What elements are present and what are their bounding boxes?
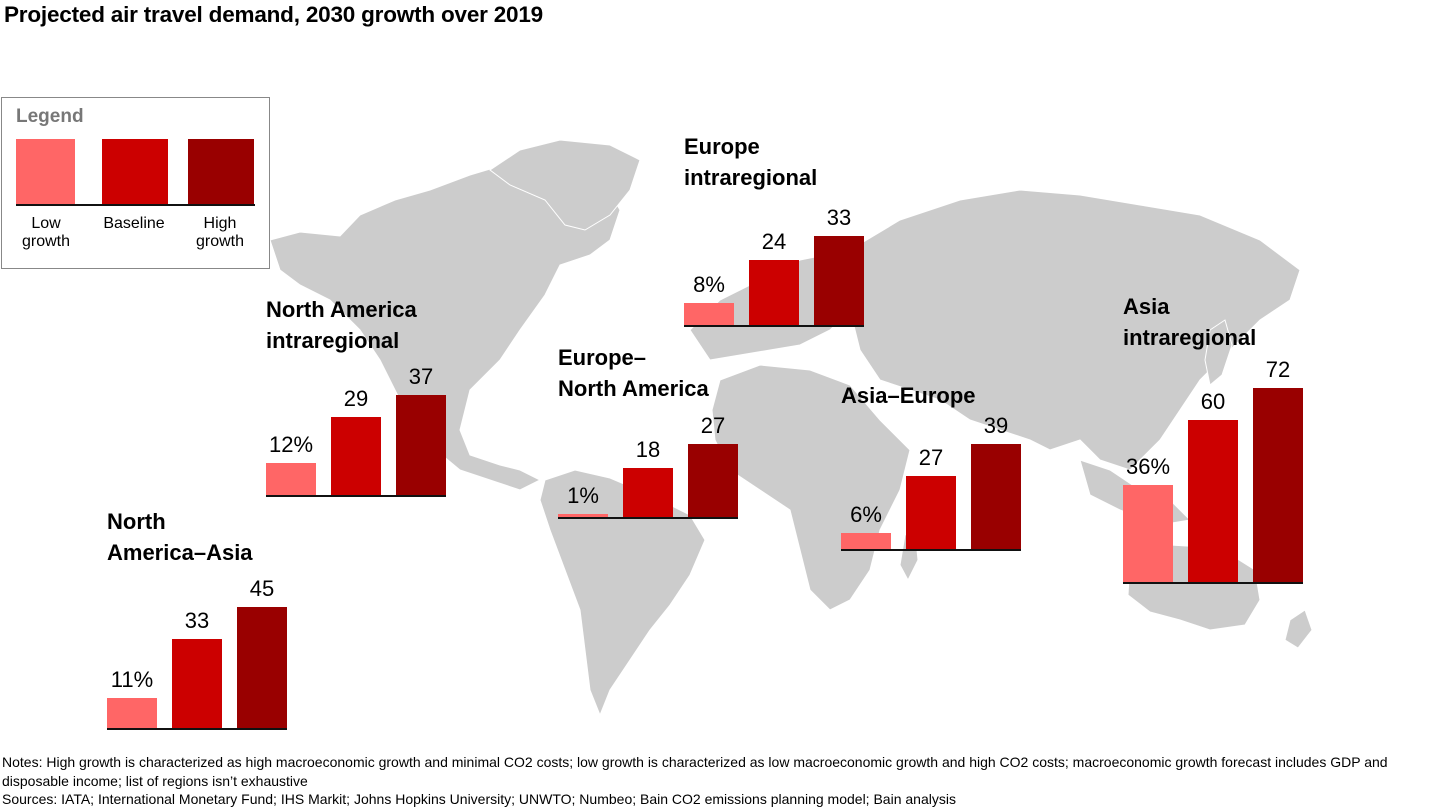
bar-asia-eu-baseline [906,476,956,549]
bar-label-eu-intra-baseline: 24 [761,229,787,255]
bar-label-na-intra-baseline: 29 [343,385,369,411]
group-title-line: North America [558,376,709,401]
group-title-line: Europe [684,134,760,159]
group-title-asia-eu: Asia–Europe [841,380,976,411]
bar-na-intra-high [396,395,446,495]
group-title-line: North America [266,297,417,322]
bar-label-asia-intra-high: 72 [1265,356,1291,382]
bar-label-asia-eu-high: 39 [983,412,1009,438]
sources-text: Sources: IATA; International Monetary Fu… [2,791,956,807]
legend-label-baseline: Baseline [94,215,174,233]
map-greenland [489,139,641,231]
map-japan [1204,319,1233,386]
axis-baseline-na-asia [107,728,287,730]
group-title-line: intraregional [1123,325,1257,350]
map-asia [849,189,1301,471]
chart-title: Projected air travel demand, 2030 growth… [4,2,543,27]
group-title-na-intra: North America intraregional [266,294,417,356]
bar-asia-eu-low [841,532,891,549]
bar-label-na-intra-low: 12% [268,431,314,457]
legend: Legend Low growth Baseline High growth [1,97,270,269]
legend-label-line: growth [21,233,71,250]
bar-label-eu-na-baseline: 18 [635,437,661,463]
bar-label-eu-na-low: 1% [567,483,599,509]
map-north-america [269,159,621,491]
legend-swatch-low-growth [16,139,75,204]
bar-asia-intra-low [1123,484,1173,582]
bar-asia-intra-high [1253,387,1303,582]
legend-axis-line [16,204,255,206]
bar-eu-na-low [558,514,608,517]
group-title-line: Europe– [558,345,647,370]
bar-eu-intra-baseline [749,260,799,325]
group-title-line: North [107,509,166,534]
legend-swatch-baseline [102,139,168,204]
bar-label-eu-intra-low: 8% [693,272,725,298]
legend-title: Legend [16,106,84,127]
group-title-na-asia: North America–Asia [107,506,253,568]
bar-asia-intra-baseline [1188,420,1238,582]
axis-baseline-eu-na [558,517,738,519]
bar-label-na-asia-baseline: 33 [184,607,210,633]
legend-label-line: High [203,215,237,232]
bar-label-asia-eu-baseline: 27 [918,445,944,471]
map-new-zealand [1284,609,1313,649]
axis-baseline-asia-eu [841,549,1021,551]
group-title-line: Asia [1123,294,1170,319]
bar-na-intra-low [266,462,316,495]
bar-na-asia-low [107,698,157,728]
legend-label-line: Low [31,215,61,232]
bar-asia-eu-high [971,443,1021,549]
footnotes: Notes: High growth is characterized as h… [2,753,1438,809]
legend-label-line: growth [195,233,245,250]
bar-label-na-asia-high: 45 [249,575,275,601]
notes-text: Notes: High growth is characterized as h… [2,754,1388,789]
group-title-asia-intra: Asia intraregional [1123,291,1256,353]
bar-eu-intra-low [684,303,734,325]
group-title-line: intraregional [684,165,818,190]
group-title-eu-na: Europe– North America [558,342,709,404]
legend-label-line: Baseline [103,215,165,232]
legend-swatch-high-growth [188,139,254,204]
bar-label-eu-intra-high: 33 [826,204,852,230]
bar-label-na-intra-high: 37 [408,364,434,390]
group-title-line: intraregional [266,328,400,353]
bar-eu-na-baseline [623,468,673,517]
bar-na-intra-baseline [331,416,381,495]
bar-label-asia-intra-low: 36% [1125,453,1171,479]
axis-baseline-asia-intra [1123,582,1303,584]
axis-baseline-eu-intra [684,325,864,327]
bar-na-asia-baseline [172,638,222,728]
bar-label-eu-na-high: 27 [700,413,726,439]
bar-label-asia-intra-baseline: 60 [1200,389,1226,414]
legend-label-low-growth: Low growth [6,215,86,251]
bar-na-asia-high [237,606,287,728]
group-title-line: America–Asia [107,540,253,565]
bar-eu-na-high [688,444,738,517]
axis-baseline-na-intra [266,495,446,497]
group-title-eu-intra: Europe intraregional [684,131,817,193]
bar-label-asia-eu-low: 6% [850,501,882,527]
legend-label-high-growth: High growth [180,215,260,251]
group-title-line: Asia–Europe [841,383,976,408]
bar-eu-intra-high [814,235,864,325]
bar-label-na-asia-low: 11% [110,667,154,693]
